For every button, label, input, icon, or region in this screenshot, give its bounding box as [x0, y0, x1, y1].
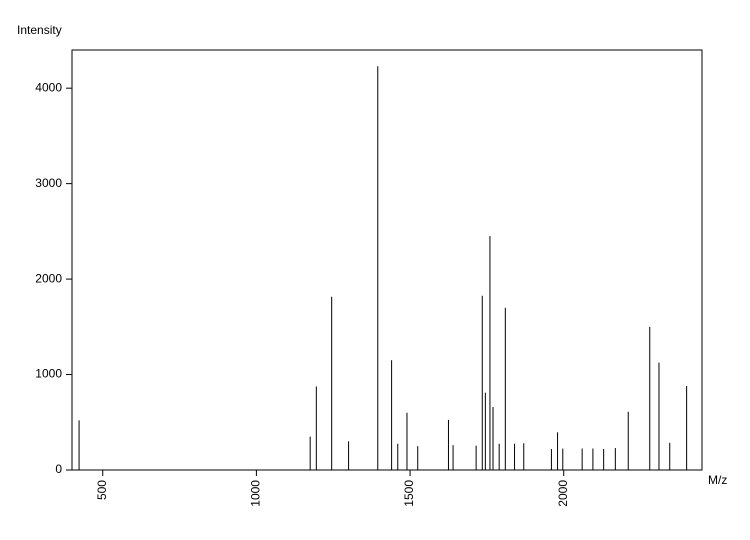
y-axis-title: Intensity [17, 23, 62, 37]
x-tick-label: 2000 [556, 480, 570, 507]
x-tick-label: 500 [95, 480, 109, 500]
y-tick-label: 3000 [35, 176, 62, 190]
x-tick-label: 1000 [249, 480, 263, 507]
mass-spectrum-chart: 0 1000 2000 3000 4000 500 1000 1500 2000 Intensit… [0, 0, 750, 540]
plot-background [0, 0, 750, 540]
y-tick-label: 4000 [35, 80, 62, 94]
x-tick-label: 1500 [402, 480, 416, 507]
y-tick-label: 2000 [35, 271, 62, 285]
y-tick-label: 1000 [35, 367, 62, 381]
y-tick-label: 0 [55, 462, 62, 476]
x-axis-title: M/z [708, 473, 727, 487]
